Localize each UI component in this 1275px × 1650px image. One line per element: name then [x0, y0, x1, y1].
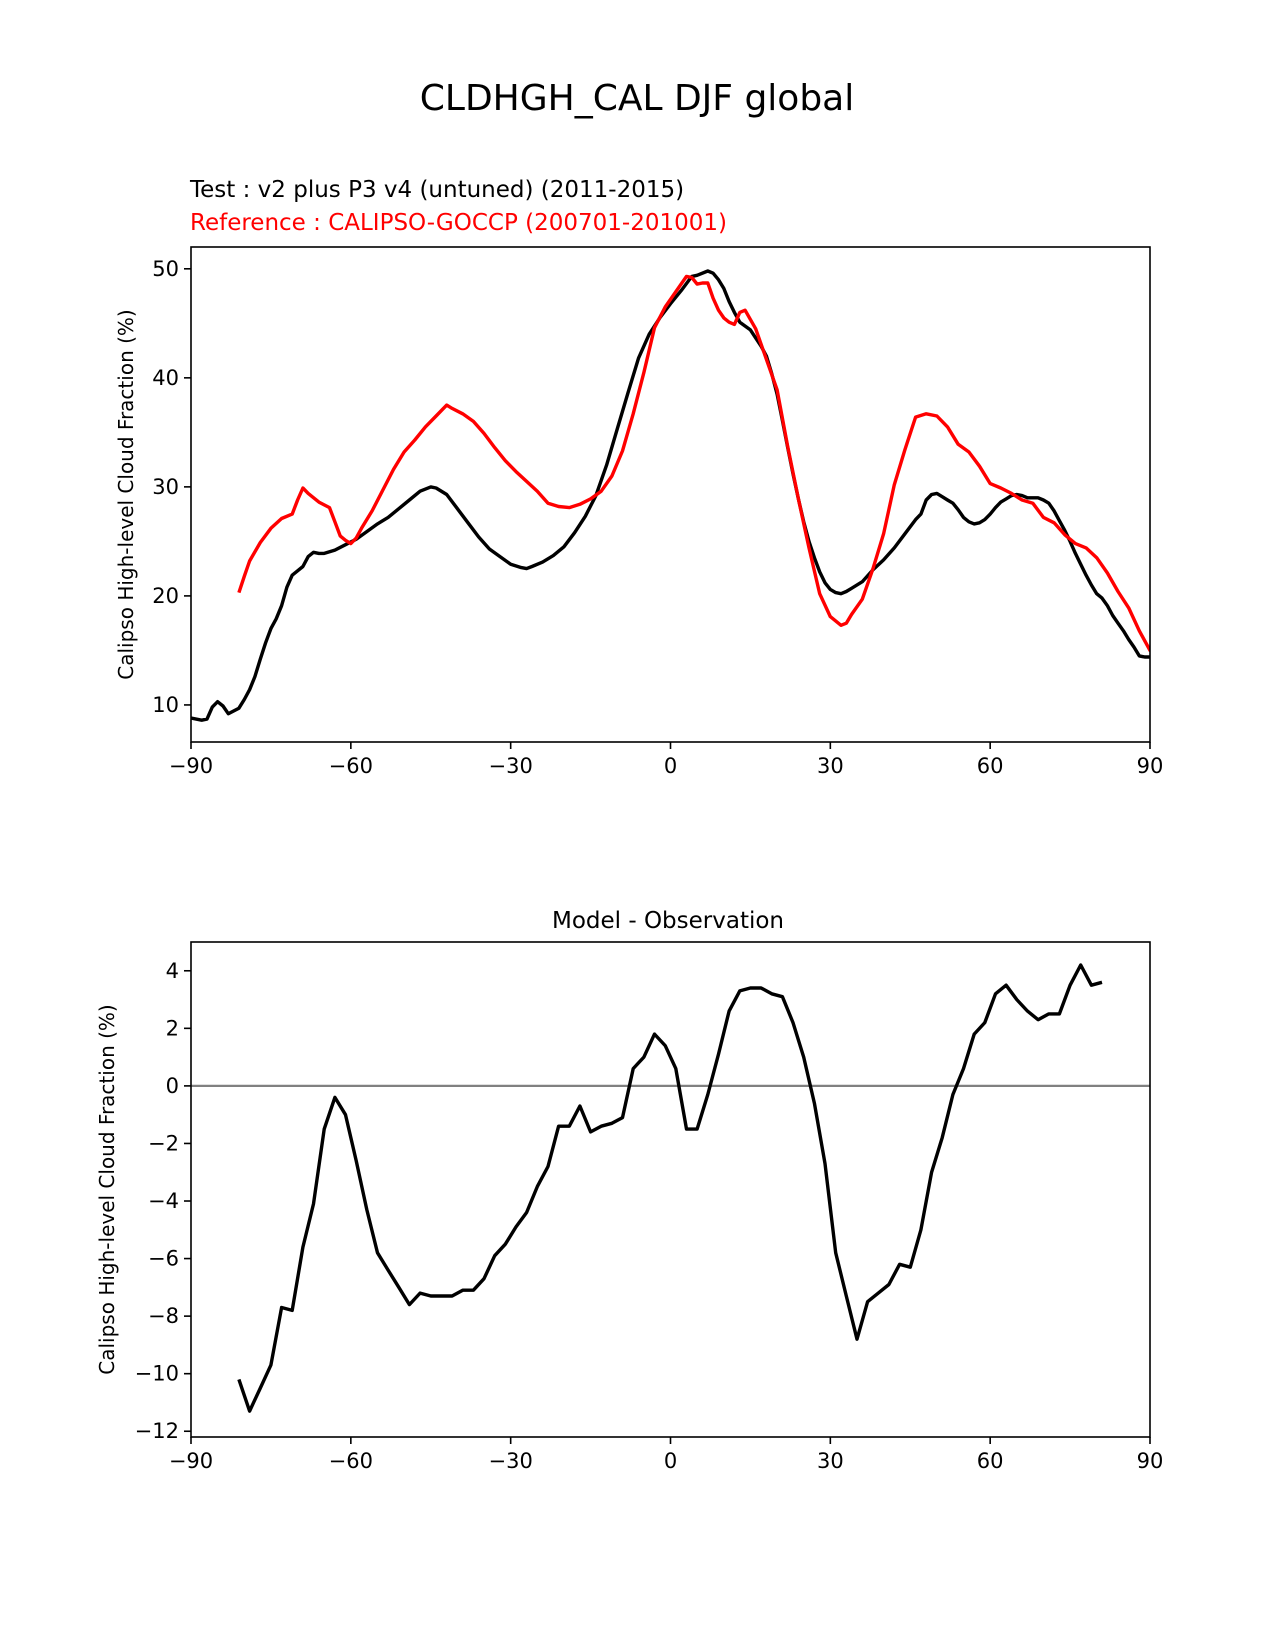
x-tick-label: −30 — [489, 1449, 533, 1473]
top-chart-panel: −90 −60 −30 0 30 60 90 10 20 30 40 50 Calipso High-l… — [114, 246, 1164, 778]
bottom-chart-title: Model - Observation — [552, 908, 784, 934]
y-tick-label: −8 — [148, 1304, 179, 1328]
x-tick-label: −60 — [329, 1449, 373, 1473]
figure-title: CLDHGH_CAL DJF global — [420, 78, 855, 119]
x-tick-label: 0 — [664, 754, 677, 778]
y-tick-label: 30 — [152, 475, 179, 499]
x-tick-label: −30 — [489, 754, 533, 778]
y-axis-label: Calipso High-level Cloud Fraction (%) — [95, 1004, 119, 1374]
series-line-test — [191, 269, 1150, 722]
x-tick-label: 30 — [817, 1449, 844, 1473]
x-tick-label: 60 — [977, 1449, 1004, 1473]
test-label: Test : v2 plus P3 v4 (untuned) (2011-201… — [189, 177, 684, 203]
y-tick-label: −6 — [148, 1247, 179, 1271]
bottom-chart-panel: −90 −60 −30 0 30 60 90 −12 −10 −8 −6 −4 −2 0 2 4 Calipso… — [95, 941, 1164, 1473]
y-tick-label: −12 — [135, 1419, 179, 1443]
y-tick-label: 20 — [152, 584, 179, 608]
y-axis-label: Calipso High-level Cloud Fraction (%) — [114, 309, 138, 679]
y-tick-label: 40 — [152, 366, 179, 390]
x-tick-label: 30 — [817, 754, 844, 778]
axes-frame — [190, 246, 1151, 743]
y-tick-label: 10 — [152, 693, 179, 717]
x-tick-label: 0 — [664, 1449, 677, 1473]
x-tick-label: 90 — [1137, 1449, 1164, 1473]
x-tick-label: −90 — [169, 754, 213, 778]
y-tick-label: 0 — [166, 1074, 179, 1098]
series-line-reference — [237, 274, 1150, 653]
reference-label: Reference : CALIPSO-GOCCP (200701-201001… — [190, 210, 727, 236]
y-tick-label: 2 — [166, 1016, 179, 1040]
y-tick-label: −2 — [148, 1131, 179, 1155]
y-tick-label: −10 — [135, 1362, 179, 1386]
x-tick-label: −60 — [329, 754, 373, 778]
x-tick-label: −90 — [169, 1449, 213, 1473]
x-tick-label: 90 — [1137, 754, 1164, 778]
axes-frame — [190, 941, 1151, 1438]
y-tick-label: 4 — [166, 959, 179, 983]
y-tick-label: −4 — [148, 1189, 179, 1213]
y-tick-label: 50 — [152, 257, 179, 281]
series-line-difference — [237, 963, 1103, 1413]
x-tick-label: 60 — [977, 754, 1004, 778]
